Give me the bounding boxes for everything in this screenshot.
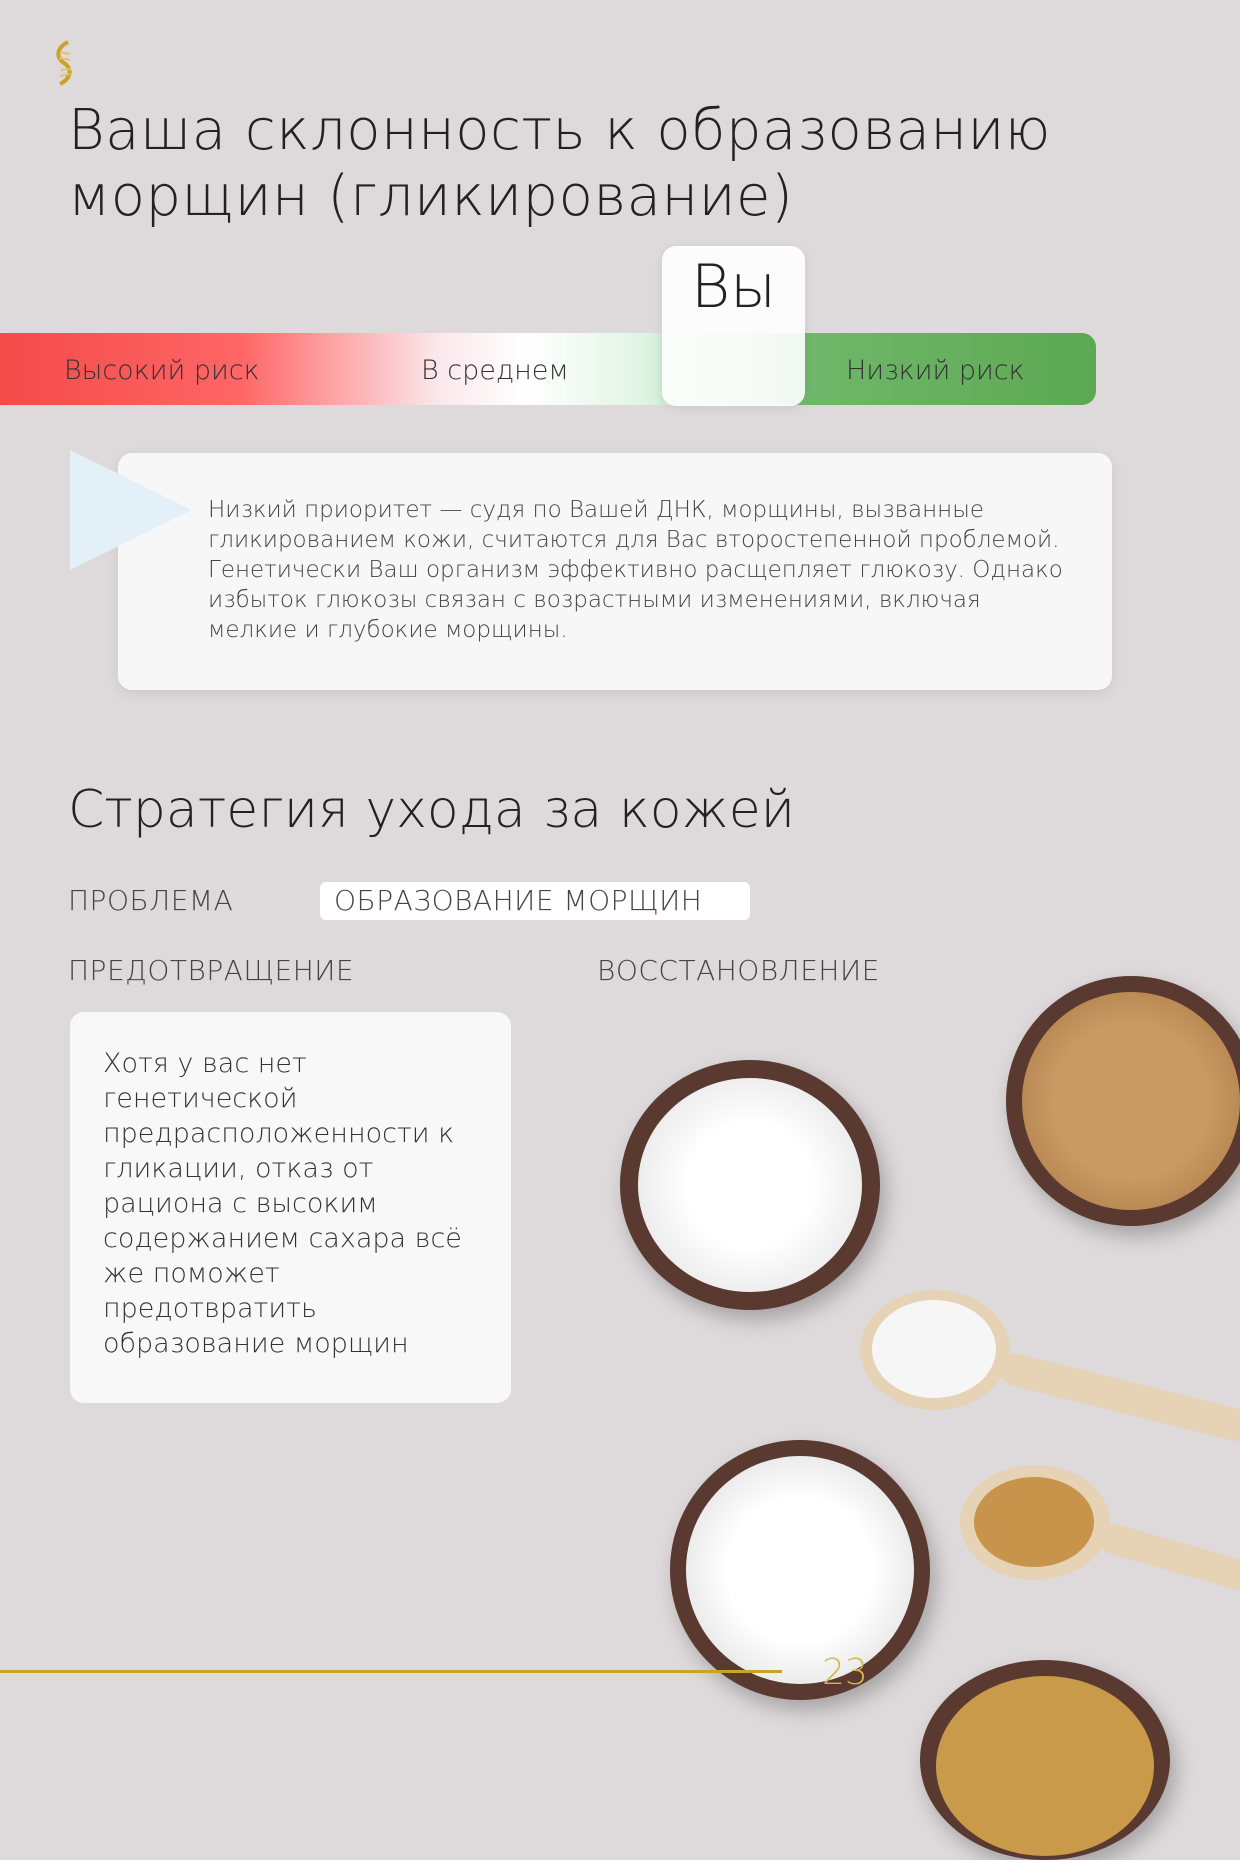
prevention-card: Хотя у вас нет генетической предрасполож… xyxy=(70,1012,511,1403)
average-risk-label: В среднем xyxy=(421,355,569,386)
footer-divider xyxy=(0,1670,782,1673)
recovery-label: ВОССТАНОВЛЕНИЕ xyxy=(597,954,880,987)
result-callout: Низкий приоритет — судя по Вашей ДНК, мо… xyxy=(118,453,1112,690)
risk-scale-bar xyxy=(0,333,1096,405)
page-number: 23 xyxy=(822,1652,868,1693)
dna-logo-icon xyxy=(56,40,72,86)
low-risk-label: Низкий риск xyxy=(846,355,1025,386)
problem-tag: ОБРАЗОВАНИЕ МОРЩИН xyxy=(320,882,750,920)
sugar-bowls-photo xyxy=(560,960,1240,1860)
play-triangle-icon xyxy=(70,450,192,570)
prevention-text: Хотя у вас нет генетической предрасполож… xyxy=(103,1048,462,1359)
you-marker: Вы xyxy=(662,246,805,406)
strategy-heading: Стратегия ухода за кожей xyxy=(68,780,795,840)
prevention-label: ПРЕДОТВРАЩЕНИЕ xyxy=(68,954,355,987)
callout-text: Низкий приоритет — судя по Вашей ДНК, мо… xyxy=(208,497,1063,643)
problem-label: ПРОБЛЕМА xyxy=(68,884,234,917)
page-title: Ваша склонность к образованию морщин (гл… xyxy=(68,98,1051,229)
you-marker-label: Вы xyxy=(690,252,777,322)
high-risk-label: Высокий риск xyxy=(64,355,260,386)
